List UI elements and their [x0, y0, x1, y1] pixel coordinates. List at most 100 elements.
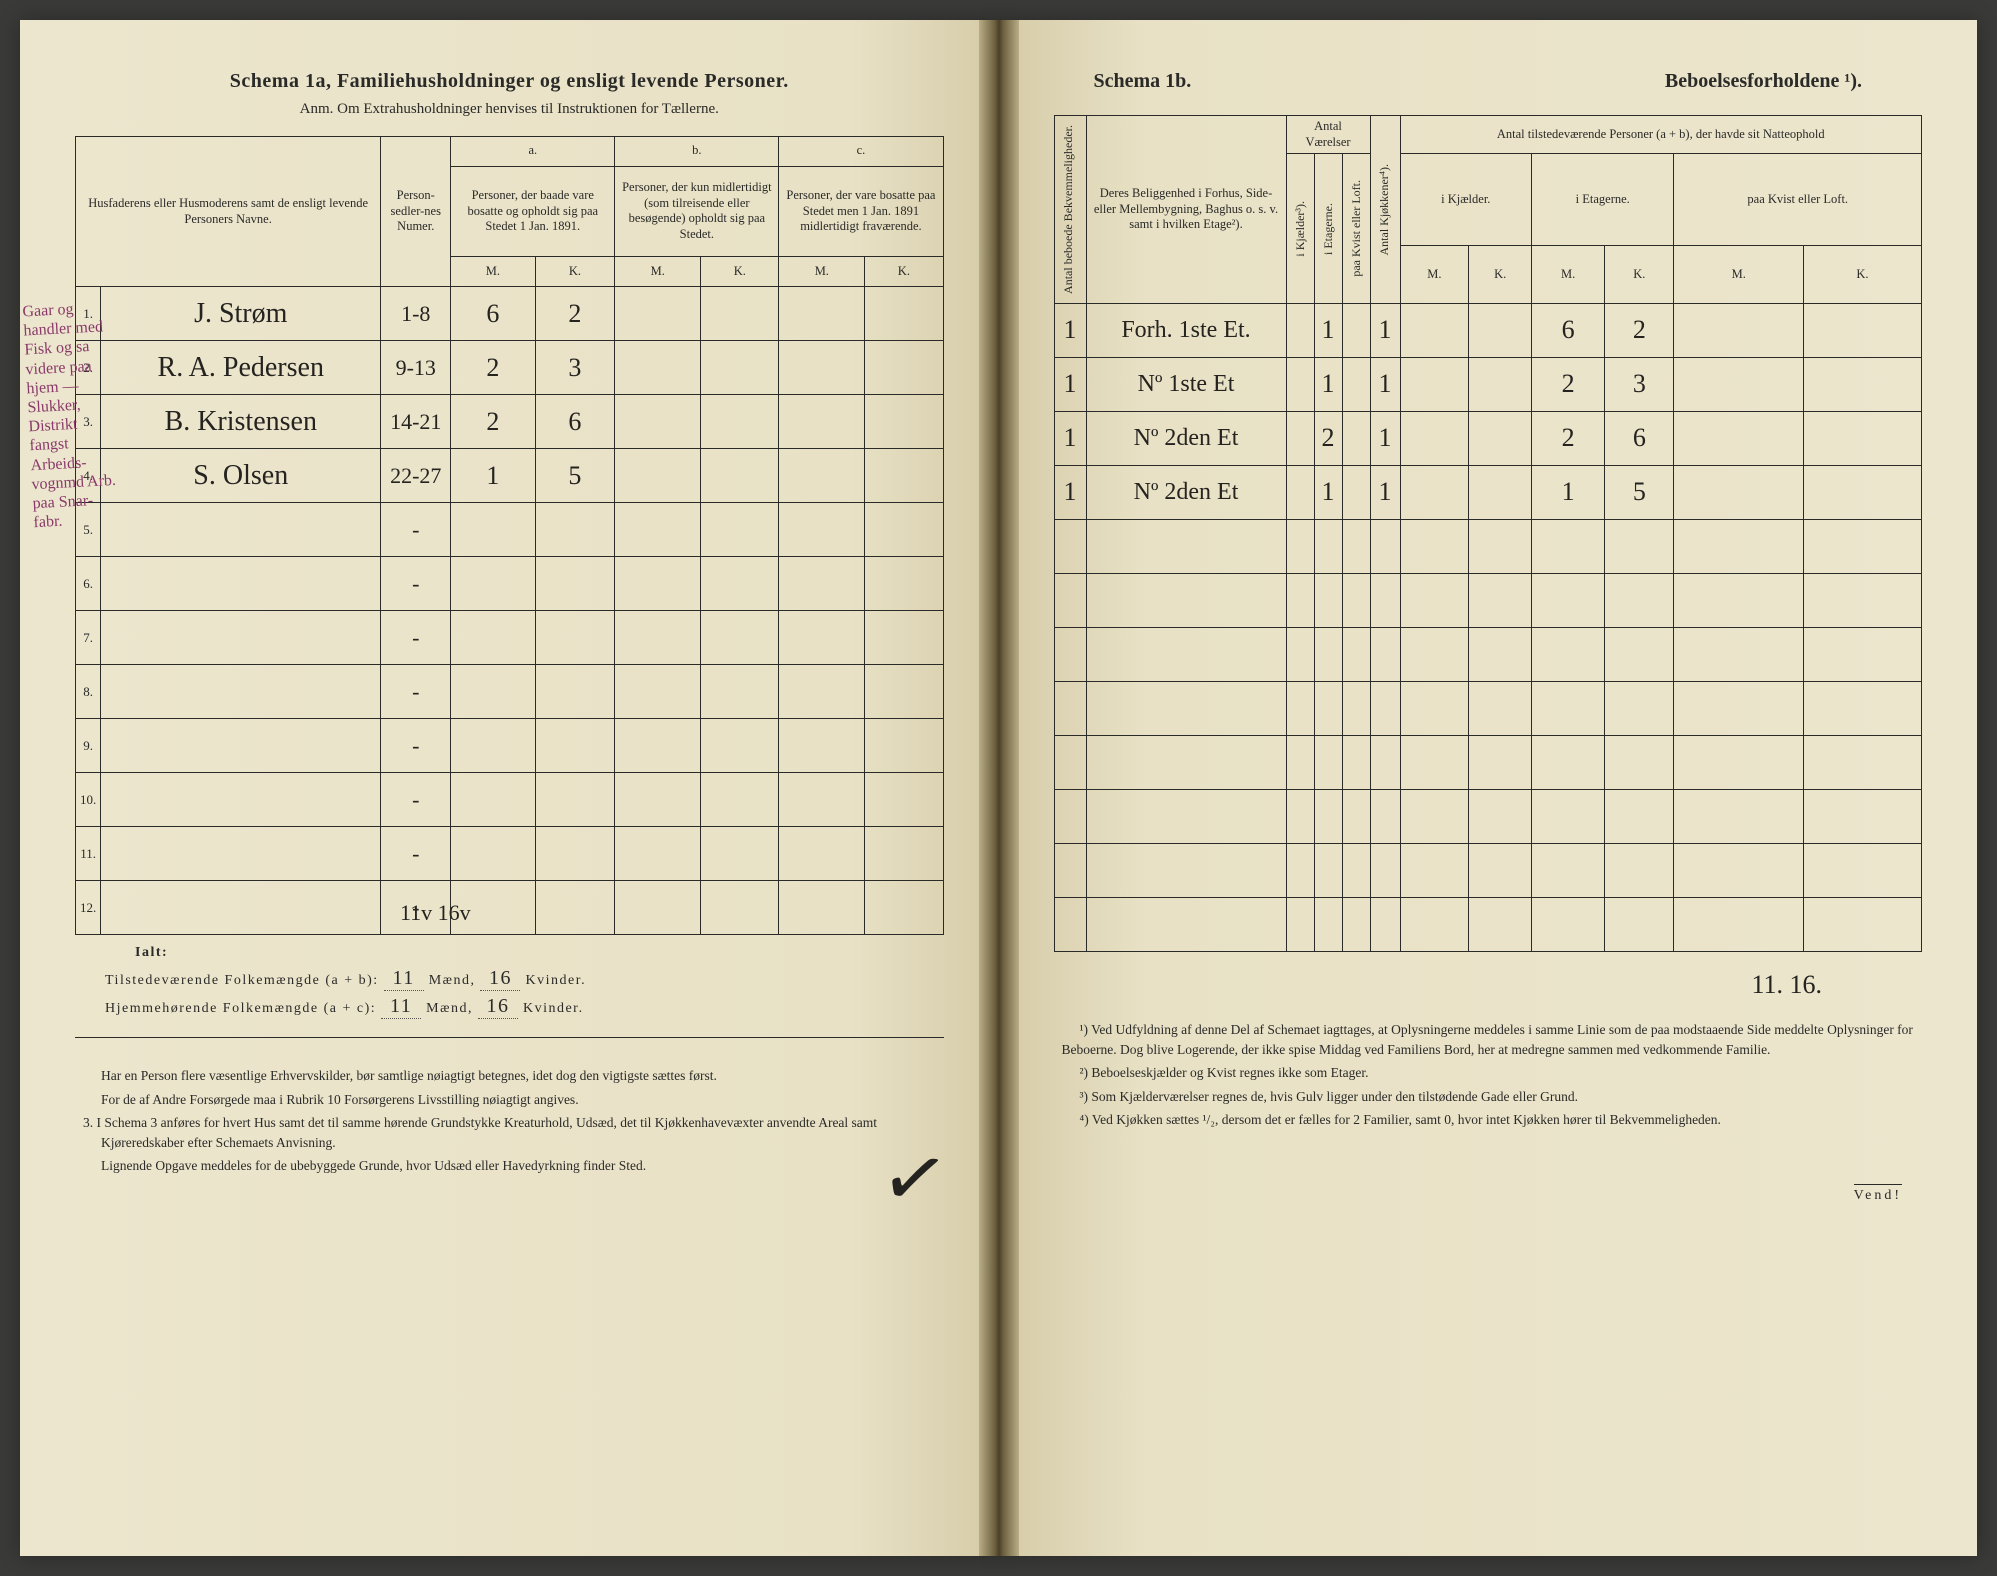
- b-k-cell: [701, 611, 779, 665]
- nkv-m: M.: [1674, 246, 1804, 304]
- name-cell: [101, 557, 381, 611]
- table-row: 1. J. Strøm 1-8 6 2: [76, 287, 944, 341]
- a-k-cell: [535, 611, 615, 665]
- table-row: 2. R. A. Pedersen 9-13 2 3: [76, 341, 944, 395]
- kjk-cell: [1469, 465, 1532, 519]
- n-kv: paa Kvist eller Loft.: [1674, 154, 1922, 246]
- b-k-cell: [701, 557, 779, 611]
- ab-cell: 1: [1054, 357, 1086, 411]
- fn-r-1: ²) Beboelseskjælder og Kvist regnes ikke…: [1054, 1063, 1923, 1083]
- kk-cell: [1370, 627, 1400, 681]
- ab-cell: [1054, 843, 1086, 897]
- c-m-cell: [779, 665, 865, 719]
- pnum-cell: -: [381, 827, 451, 881]
- tilstede-head: Antal tilstedeværende Personer (a + b), …: [1400, 116, 1922, 154]
- c-m-cell: [779, 503, 865, 557]
- kk-cell: 1: [1370, 465, 1400, 519]
- kk-cell: 1: [1370, 411, 1400, 465]
- col-b-head-letter: b.: [615, 137, 779, 167]
- belig-head: Deres Beliggenhed i Forhus, Side- eller …: [1086, 116, 1286, 304]
- ab-cell: 1: [1054, 411, 1086, 465]
- bel-cell: [1086, 735, 1286, 789]
- b-k-cell: [701, 881, 779, 935]
- b-m-cell: [615, 881, 701, 935]
- b-m-cell: [615, 557, 701, 611]
- table-row: [1054, 897, 1922, 951]
- name-cell: [101, 827, 381, 881]
- kk-cell: [1370, 789, 1400, 843]
- kjm-cell: [1400, 411, 1469, 465]
- fn-l-3: Lignende Opgave meddeles for de ubebygge…: [75, 1156, 944, 1176]
- kjokken-text: Antal Kjøkkener⁴).: [1375, 158, 1394, 262]
- name-cell: R. A. Pedersen: [101, 341, 381, 395]
- et-cell: [1314, 681, 1342, 735]
- kj-cell: [1286, 897, 1314, 951]
- a-m-cell: 1: [451, 449, 535, 503]
- c-m-cell: [779, 881, 865, 935]
- c-k-cell: [865, 881, 943, 935]
- v-kv: paa Kvist eller Loft.: [1342, 154, 1370, 304]
- etm-cell: [1532, 519, 1605, 573]
- name-cell: J. Strøm: [101, 287, 381, 341]
- kvm-cell: [1674, 303, 1804, 357]
- pnum-cell: -: [381, 719, 451, 773]
- kk-cell: 1: [1370, 303, 1400, 357]
- b-k-cell: [701, 503, 779, 557]
- etm-cell: [1532, 681, 1605, 735]
- beboelse-title: Beboelsesforholdene ¹).: [1665, 70, 1862, 93]
- v-kj-t: i Kjælder³).: [1291, 195, 1310, 263]
- fn-l-2: 3. I Schema 3 anføres for hvert Hus samt…: [75, 1113, 944, 1152]
- kv-cell: [1342, 519, 1370, 573]
- tilstede-k: 16: [480, 967, 520, 991]
- table-row: 4. S. Olsen 22-27 1 5: [76, 449, 944, 503]
- kjk-cell: [1469, 789, 1532, 843]
- left-title-main: Schema 1a, Familiehusholdninger og ensli…: [75, 70, 944, 93]
- kvk-cell: [1803, 843, 1921, 897]
- a-k-cell: 3: [535, 341, 615, 395]
- kvm-cell: [1674, 897, 1804, 951]
- schema-1b: Schema 1b.: [1094, 70, 1192, 93]
- table-row: 1 Forh. 1ste Et. 1 1 6 2: [1054, 303, 1922, 357]
- ab-cell: 1: [1054, 465, 1086, 519]
- c-m: M.: [779, 257, 865, 287]
- vend-label: Vend!: [1854, 1184, 1902, 1204]
- col-name-head: Husfaderens eller Husmoderens samt de en…: [76, 137, 381, 287]
- kjk-cell: [1469, 843, 1532, 897]
- etk-cell: [1605, 681, 1674, 735]
- left-page: Schema 1a, Familiehusholdninger og ensli…: [20, 20, 999, 1556]
- kjm-cell: [1400, 627, 1469, 681]
- pnum-cell: -: [381, 611, 451, 665]
- kvm-cell: [1674, 789, 1804, 843]
- c-m-cell: [779, 719, 865, 773]
- etm-cell: [1532, 789, 1605, 843]
- kj-cell: [1286, 681, 1314, 735]
- a-m-cell: [451, 665, 535, 719]
- et-cell: 1: [1314, 465, 1342, 519]
- et-cell: [1314, 519, 1342, 573]
- kv-cell: [1342, 411, 1370, 465]
- pnum-cell: -: [381, 503, 451, 557]
- right-page: Schema 1b. Beboelsesforholdene ¹). Antal…: [999, 20, 1978, 1556]
- kjokken-head: Antal Kjøkkener⁴).: [1370, 116, 1400, 304]
- b-k-cell: [701, 449, 779, 503]
- et-cell: [1314, 573, 1342, 627]
- pnum-cell: -: [381, 773, 451, 827]
- kv-cell: [1342, 843, 1370, 897]
- bel-cell: Forh. 1ste Et.: [1086, 303, 1286, 357]
- kjm-cell: [1400, 303, 1469, 357]
- nkj-k: K.: [1469, 246, 1532, 304]
- kjm-cell: [1400, 897, 1469, 951]
- col-c-head: Personer, der vare bosatte paa Stedet me…: [779, 166, 943, 257]
- v-et: i Etagerne.: [1314, 154, 1342, 304]
- c-k-cell: [865, 827, 943, 881]
- kk-cell: [1370, 519, 1400, 573]
- etk-cell: [1605, 843, 1674, 897]
- kk-cell: [1370, 897, 1400, 951]
- c-k-cell: [865, 611, 943, 665]
- etk-cell: [1605, 897, 1674, 951]
- pnum-cell: 9-13: [381, 341, 451, 395]
- a-k-cell: [535, 719, 615, 773]
- kjk-cell: [1469, 519, 1532, 573]
- kj-cell: [1286, 411, 1314, 465]
- table-row: [1054, 573, 1922, 627]
